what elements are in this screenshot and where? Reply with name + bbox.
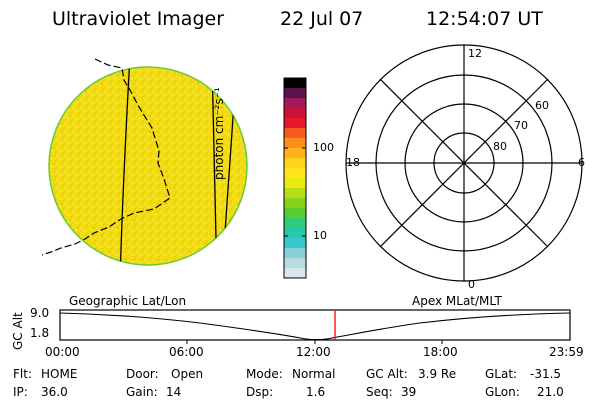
- colorbar-swatch-4: [284, 228, 306, 238]
- meridian-line-2: [119, 67, 131, 265]
- footer-glon-value: 21.0: [537, 385, 564, 399]
- footer-dsp-label: Dsp:: [246, 385, 274, 399]
- colorbar-swatch-12: [284, 148, 306, 158]
- colorbar-swatch-5: [284, 218, 306, 228]
- timeline-left-title: Geographic Lat/Lon: [69, 294, 187, 308]
- footer-flt-value: HOME: [41, 367, 78, 381]
- polar-plot: 12 18 6 0 60 70 80: [345, 44, 585, 291]
- footer-door-label: Door:: [126, 367, 159, 381]
- timeline-panel: [59, 309, 571, 344]
- footer-mode-label: Mode:: [246, 367, 283, 381]
- colorbar-swatch-13: [284, 138, 306, 148]
- footer-gain-value: 14: [166, 385, 182, 399]
- uv-disk: [48, 66, 248, 266]
- colorbar-unit-label: photon cm⁻²s⁻¹: [212, 87, 226, 180]
- timeline-x-tick-1800: 18:00: [423, 345, 458, 359]
- colorbar-swatch-6: [284, 208, 306, 218]
- colorbar-tick-label-100: 100: [313, 141, 334, 154]
- meridian-line-1: [30, 56, 43, 283]
- colorbar-swatch-9: [284, 178, 306, 188]
- colorbar-swatch-7: [284, 198, 306, 208]
- colorbar-swatch-17: [284, 98, 306, 108]
- header-time: 12:54:07 UT: [426, 8, 543, 30]
- timeline-frame: [59, 309, 571, 341]
- footer-dsp-value: 1.6: [306, 385, 326, 399]
- timeline-x-tick-1200: 12:00: [296, 345, 331, 359]
- polar-label-bottom: 0: [468, 278, 475, 291]
- footer-gc-alt-label: GC Alt:: [366, 367, 408, 381]
- colorbar-swatch-0: [284, 268, 306, 278]
- colorbar-swatch-18: [284, 88, 306, 98]
- timeline-x-tick-0000: 00:00: [45, 345, 80, 359]
- footer-glat-value: -31.5: [530, 367, 562, 381]
- timeline-y-tick-1-8: 1.8: [30, 326, 50, 340]
- colorbar-swatch-3: [284, 238, 306, 248]
- colorbar-frame: [283, 77, 307, 279]
- polar-label-right: 6: [578, 156, 585, 169]
- footer-seq-value: 39: [401, 385, 417, 399]
- timeline-right-title: Apex MLat/MLT: [412, 294, 502, 308]
- colorbar-swatch-14: [284, 128, 306, 138]
- polar-label-top: 12: [468, 47, 482, 60]
- colorbar-swatch-16: [284, 108, 306, 118]
- colorbar-swatch-11: [284, 158, 306, 168]
- footer-gc-alt-value: 3.9 Re: [418, 367, 457, 381]
- header-title: Ultraviolet Imager: [52, 8, 225, 30]
- geographic-outline: [41, 58, 171, 256]
- timeline-y-axis-label: GC Alt: [11, 312, 25, 350]
- footer-door-value: Open: [171, 367, 204, 381]
- timeline-x-tick-2359: 23:59: [549, 345, 584, 359]
- footer-gain-label: Gain:: [126, 385, 158, 399]
- polar-ring-label-60: 60: [535, 99, 549, 112]
- colorbar-tick-label-10: 10: [313, 229, 327, 242]
- colorbar-swatch-15: [284, 118, 306, 128]
- timeline-altitude-curve: [59, 312, 571, 341]
- polar-label-left: 18: [346, 156, 360, 169]
- colorbar-swatch-8: [284, 188, 306, 198]
- footer-glon-label: GLon:: [485, 385, 520, 399]
- footer-flt-label: Flt:: [13, 367, 32, 381]
- colorbar-swatch-19: [284, 78, 306, 88]
- polar-ring-label-80: 80: [493, 140, 507, 153]
- polar-diagonal-2: [379, 78, 549, 248]
- colorbar-swatch-10: [284, 168, 306, 178]
- polar-ring-label-70: 70: [514, 119, 528, 132]
- footer-seq-label: Seq:: [366, 385, 393, 399]
- footer-mode-value: Normal: [292, 367, 336, 381]
- footer-glat-label: GLat:: [485, 367, 518, 381]
- timeline-y-tick-9: 9.0: [30, 306, 50, 320]
- colorbar-swatch-1: [284, 258, 306, 268]
- uv-image-panel: [30, 56, 248, 283]
- colorbar-panel: 100 10: [283, 77, 334, 279]
- footer-ip-label: IP:: [13, 385, 28, 399]
- colorbar-swatches: [284, 78, 306, 278]
- header-date: 22 Jul 07: [280, 8, 364, 30]
- colorbar-swatch-2: [284, 248, 306, 258]
- timeline-x-tick-0600: 06:00: [169, 345, 204, 359]
- footer-ip-value: 36.0: [41, 385, 68, 399]
